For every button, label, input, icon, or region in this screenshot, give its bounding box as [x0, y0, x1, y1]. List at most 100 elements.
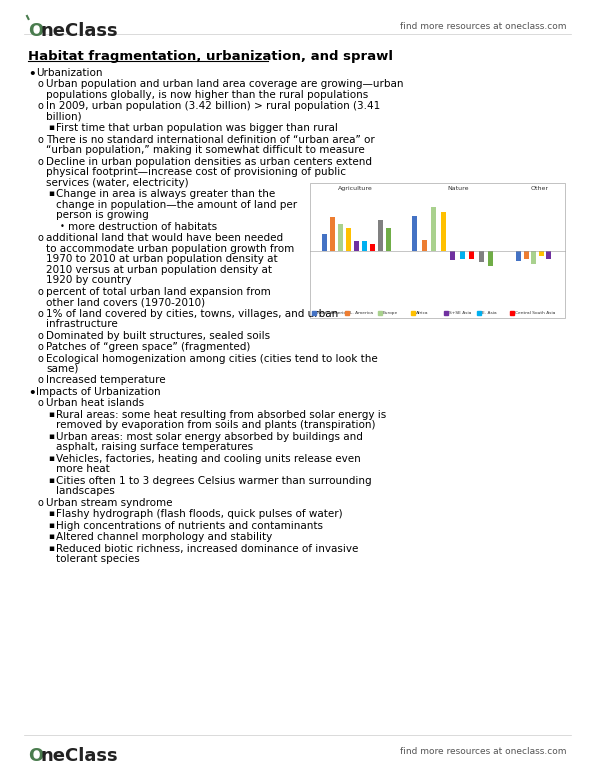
Bar [369, 244, 374, 251]
Bar [337, 224, 343, 251]
Text: North America: North America [317, 311, 349, 315]
Text: o: o [38, 233, 44, 243]
Bar [488, 251, 493, 266]
Text: o: o [38, 353, 44, 363]
Text: o: o [38, 102, 44, 112]
Text: Rural areas: some heat resulting from absorbed solar energy is: Rural areas: some heat resulting from ab… [56, 410, 386, 420]
Text: ▪: ▪ [48, 532, 54, 541]
Bar [377, 219, 383, 251]
Bar [460, 251, 465, 259]
Text: Change in area is always greater than the: Change in area is always greater than th… [56, 189, 275, 199]
Text: other land covers (1970-2010): other land covers (1970-2010) [46, 297, 205, 307]
Text: ▪: ▪ [48, 454, 54, 463]
Bar [524, 251, 529, 259]
Text: Other: Other [531, 186, 549, 191]
Text: O: O [28, 747, 43, 765]
Text: In 2009, urban population (3.42 billion) > rural population (3.41: In 2009, urban population (3.42 billion)… [46, 102, 380, 112]
Text: o: o [38, 286, 44, 296]
Text: •: • [28, 68, 36, 81]
Bar [538, 251, 544, 256]
Text: •: • [28, 387, 36, 400]
Bar [353, 241, 359, 251]
Text: Urban stream syndrome: Urban stream syndrome [46, 498, 173, 507]
Text: Agriculture: Agriculture [337, 186, 372, 191]
Text: percent of total urban land expansion from: percent of total urban land expansion fr… [46, 286, 271, 296]
Bar [516, 251, 521, 261]
Text: “urban population,” making it somewhat difficult to measure: “urban population,” making it somewhat d… [46, 146, 365, 156]
Text: physical footprint—increase cost of provisioning of public: physical footprint—increase cost of prov… [46, 167, 346, 177]
Bar [444, 311, 448, 315]
Bar [441, 212, 446, 251]
Text: landscapes: landscapes [56, 487, 115, 497]
Text: services (water, electricity): services (water, electricity) [46, 178, 189, 188]
Bar [330, 217, 334, 251]
Text: ▪: ▪ [48, 410, 54, 419]
Text: 1970 to 2010 at urban population density at: 1970 to 2010 at urban population density… [46, 254, 278, 264]
Text: tolerant species: tolerant species [56, 554, 140, 564]
Text: ▪: ▪ [48, 432, 54, 441]
Text: Flashy hydrograph (flash floods, quick pulses of water): Flashy hydrograph (flash floods, quick p… [56, 509, 343, 519]
Text: Urban areas: most solar energy absorbed by buildings and: Urban areas: most solar energy absorbed … [56, 432, 363, 442]
Text: more heat: more heat [56, 464, 109, 474]
Text: Urban population and urban land area coverage are growing—urban: Urban population and urban land area cov… [46, 79, 403, 89]
Text: ▪: ▪ [48, 476, 54, 485]
Bar [412, 216, 417, 251]
Text: Ecological homogenization among cities (cities tend to look the: Ecological homogenization among cities (… [46, 353, 378, 363]
Text: There is no standard international definition of “urban area” or: There is no standard international defin… [46, 135, 375, 145]
Text: o: o [38, 135, 44, 145]
Text: infrastructure: infrastructure [46, 319, 118, 329]
Text: Altered channel morphology and stability: Altered channel morphology and stability [56, 532, 273, 542]
Text: Vehicles, factories, heating and cooling units release even: Vehicles, factories, heating and cooling… [56, 454, 361, 464]
Text: o: o [38, 376, 44, 386]
FancyBboxPatch shape [310, 183, 565, 318]
Text: 1% of land covered by cities, towns, villages, and urban: 1% of land covered by cities, towns, vil… [46, 309, 338, 319]
Text: ▪: ▪ [48, 544, 54, 553]
Text: Urban heat islands: Urban heat islands [46, 398, 144, 408]
Bar [479, 251, 484, 262]
Text: Patches of “green space” (fragmented): Patches of “green space” (fragmented) [46, 342, 250, 352]
Text: Urbanization: Urbanization [36, 68, 102, 78]
Bar [422, 240, 427, 251]
Text: o: o [38, 309, 44, 319]
Text: ▪: ▪ [48, 189, 54, 198]
Bar [431, 207, 436, 251]
Bar [477, 311, 481, 315]
Text: person is growing: person is growing [56, 210, 149, 220]
Text: ▪: ▪ [48, 521, 54, 530]
Text: same): same) [46, 364, 79, 374]
Bar [312, 311, 316, 315]
Text: o: o [38, 330, 44, 340]
Text: populations globally, is now higher than the rural populations: populations globally, is now higher than… [46, 90, 368, 100]
Text: Reduced biotic richness, increased dominance of invasive: Reduced biotic richness, increased domin… [56, 544, 358, 554]
Text: E. Asia: E. Asia [482, 311, 497, 315]
Text: Habitat fragmentation, urbanization, and sprawl: Habitat fragmentation, urbanization, and… [28, 50, 393, 63]
Text: to accommodate urban population growth from: to accommodate urban population growth f… [46, 243, 295, 253]
Text: o: o [38, 79, 44, 89]
Text: neClass: neClass [41, 747, 118, 765]
Text: High concentrations of nutrients and contaminants: High concentrations of nutrients and con… [56, 521, 323, 531]
Bar [386, 228, 390, 251]
Text: Decline in urban population densities as urban centers extend: Decline in urban population densities as… [46, 157, 372, 167]
Text: Europe: Europe [383, 311, 398, 315]
Text: L. America: L. America [350, 311, 373, 315]
Bar [469, 251, 474, 259]
Text: Nature: Nature [447, 186, 469, 191]
Text: o: o [38, 342, 44, 352]
Bar [450, 251, 455, 260]
Text: billion): billion) [46, 112, 82, 122]
Text: ▪: ▪ [48, 123, 54, 132]
Text: additional land that would have been needed: additional land that would have been nee… [46, 233, 283, 243]
Text: •: • [60, 222, 65, 231]
Text: Africa: Africa [416, 311, 428, 315]
Text: Central South Asia: Central South Asia [515, 311, 555, 315]
Text: O: O [28, 22, 43, 40]
Bar [321, 234, 327, 251]
Text: find more resources at oneclass.com: find more resources at oneclass.com [400, 747, 567, 756]
Text: more destruction of habitats: more destruction of habitats [68, 222, 217, 232]
Bar [346, 228, 350, 251]
Bar [411, 311, 415, 315]
Text: o: o [38, 398, 44, 408]
Text: 1920 by country: 1920 by country [46, 275, 131, 285]
Bar [378, 311, 382, 315]
Text: Cities often 1 to 3 degrees Celsius warmer than surrounding: Cities often 1 to 3 degrees Celsius warm… [56, 476, 372, 486]
